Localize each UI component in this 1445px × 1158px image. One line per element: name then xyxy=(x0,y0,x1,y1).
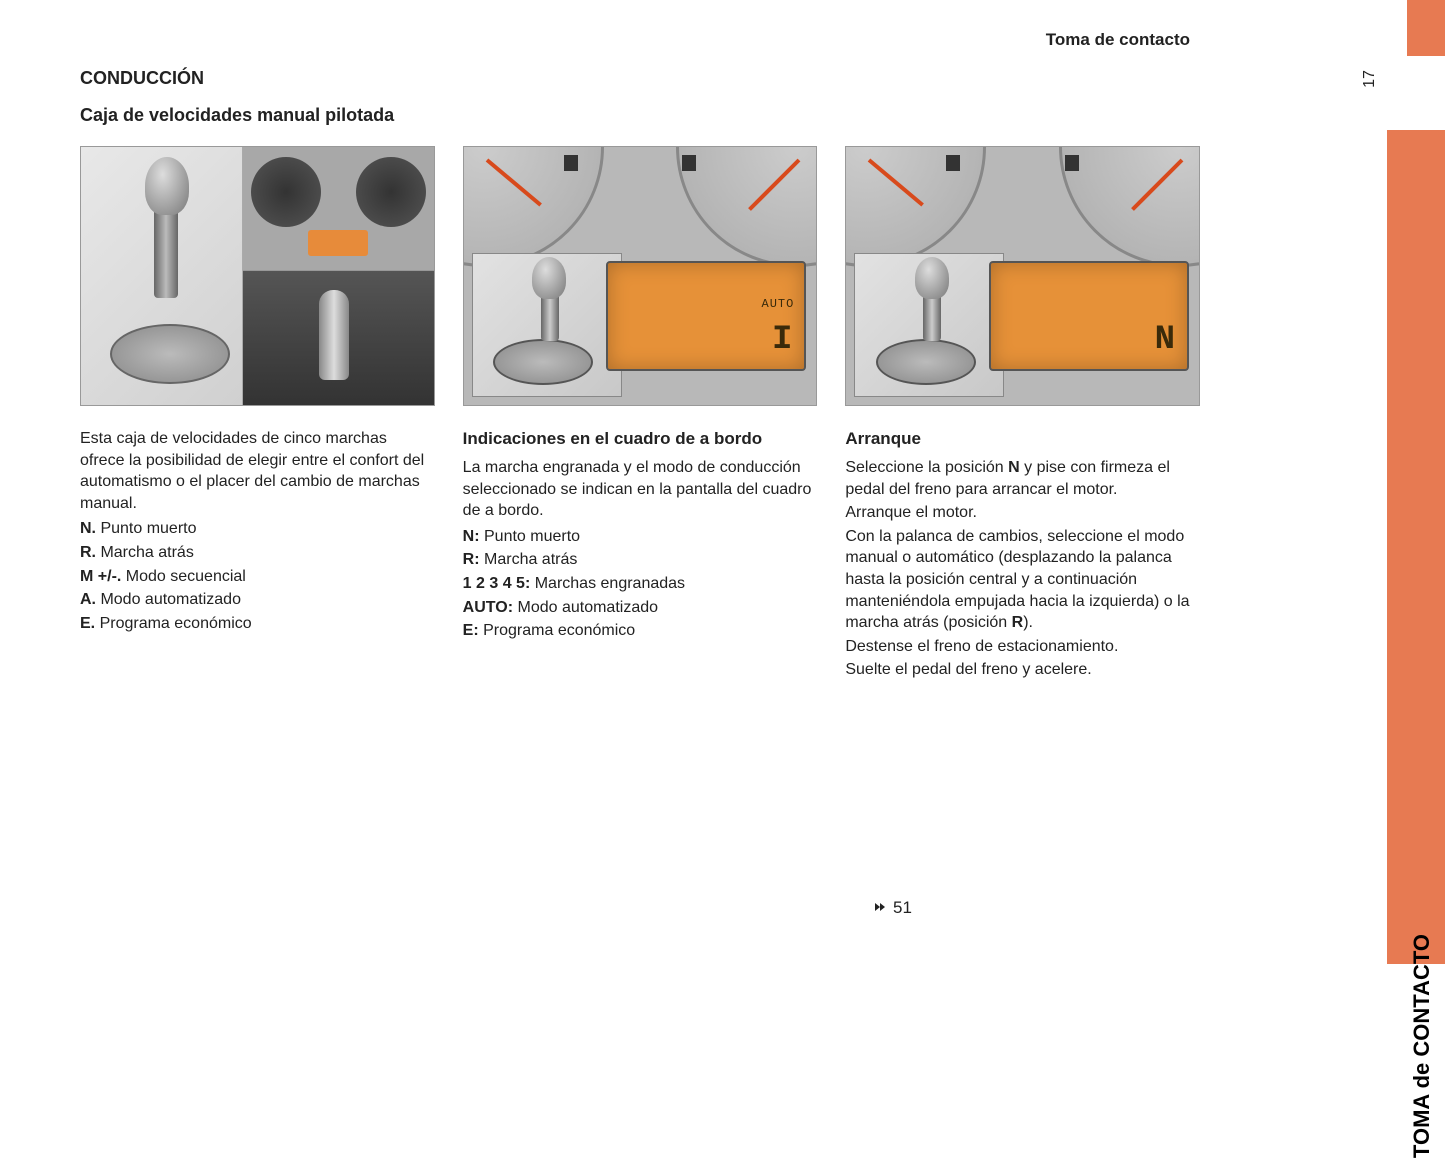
figure-gearshift-dashboard xyxy=(80,146,435,406)
side-tab-label: TOMA de CONTACTO xyxy=(1409,934,1435,1158)
dashboard-small-illustration xyxy=(243,147,433,271)
display-auto-label: AUTO xyxy=(762,297,795,311)
col3-p1: Seleccione la posición N y pise con firm… xyxy=(845,457,1200,500)
column-3: N Arranque Seleccione la posición N y pi… xyxy=(845,146,1200,683)
col3-heading: Arranque xyxy=(845,428,1200,451)
page-subtitle: Caja de velocidades manual pilotada xyxy=(80,105,1200,126)
page-ref-number: 51 xyxy=(893,898,912,917)
page-reference: 51 xyxy=(875,898,912,918)
gear-knob-inset xyxy=(472,253,622,397)
fuel-icon xyxy=(946,155,960,171)
figure-dashboard-neutral: N xyxy=(845,146,1200,406)
side-accent-top xyxy=(1407,0,1445,56)
page-content: Toma de contacto CONDUCCIÓN Caja de velo… xyxy=(0,0,1280,713)
figure-dashboard-auto: AUTO I xyxy=(463,146,818,406)
column-2: AUTO I Indicaciones en el cuadro de a bo… xyxy=(463,146,818,683)
col2-item: 1 2 3 4 5: Marchas engranadas xyxy=(463,573,818,595)
col3-text: Arranque Seleccione la posición N y pise… xyxy=(845,428,1200,683)
col2-item: E: Programa económico xyxy=(463,620,818,642)
col1-item: A. Modo automatizado xyxy=(80,589,435,611)
side-tab: TOMA de CONTACTO xyxy=(1385,0,1445,964)
gear-knob-illustration xyxy=(81,147,243,405)
dashboard-display-auto: AUTO I xyxy=(606,261,806,371)
col2-intro: La marcha engranada y el modo de conducc… xyxy=(463,457,818,522)
col1-item: R. Marcha atrás xyxy=(80,542,435,564)
display-gear-value: N xyxy=(1155,321,1175,359)
forward-arrow-icon xyxy=(875,898,889,918)
col1-item: M +/-. Modo secuencial xyxy=(80,566,435,588)
section-header: Toma de contacto xyxy=(80,30,1200,50)
temp-icon xyxy=(1065,155,1079,171)
gear-knob-inset xyxy=(854,253,1004,397)
side-accent: TOMA de CONTACTO xyxy=(1387,130,1445,964)
dashboard-display-neutral: N xyxy=(989,261,1189,371)
col1-item: N. Punto muerto xyxy=(80,518,435,540)
col3-p3: Con la palanca de cambios, seleccione el… xyxy=(845,526,1200,634)
display-gear-value: I xyxy=(772,321,792,359)
col3-p5: Suelte el pedal del freno y acelere. xyxy=(845,659,1200,681)
column-1: Esta caja de velocidades de cinco marcha… xyxy=(80,146,435,683)
col1-item: E. Programa económico xyxy=(80,613,435,635)
col2-text: Indicaciones en el cuadro de a bordo La … xyxy=(463,428,818,644)
col3-p2: Arranque el motor. xyxy=(845,502,1200,524)
page-title: CONDUCCIÓN xyxy=(80,68,1200,89)
columns: Esta caja de velocidades de cinco marcha… xyxy=(80,146,1200,683)
page-number-top: 17 xyxy=(1361,70,1379,88)
col2-heading: Indicaciones en el cuadro de a bordo xyxy=(463,428,818,451)
interior-console-illustration xyxy=(243,271,433,405)
col2-item: AUTO: Modo automatizado xyxy=(463,597,818,619)
col2-item: R: Marcha atrás xyxy=(463,549,818,571)
col2-item: N: Punto muerto xyxy=(463,526,818,548)
fuel-icon xyxy=(564,155,578,171)
col3-p4: Destense el freno de estacionamiento. xyxy=(845,636,1200,658)
col1-intro: Esta caja de velocidades de cinco marcha… xyxy=(80,428,435,514)
col1-text: Esta caja de velocidades de cinco marcha… xyxy=(80,428,435,636)
temp-icon xyxy=(682,155,696,171)
